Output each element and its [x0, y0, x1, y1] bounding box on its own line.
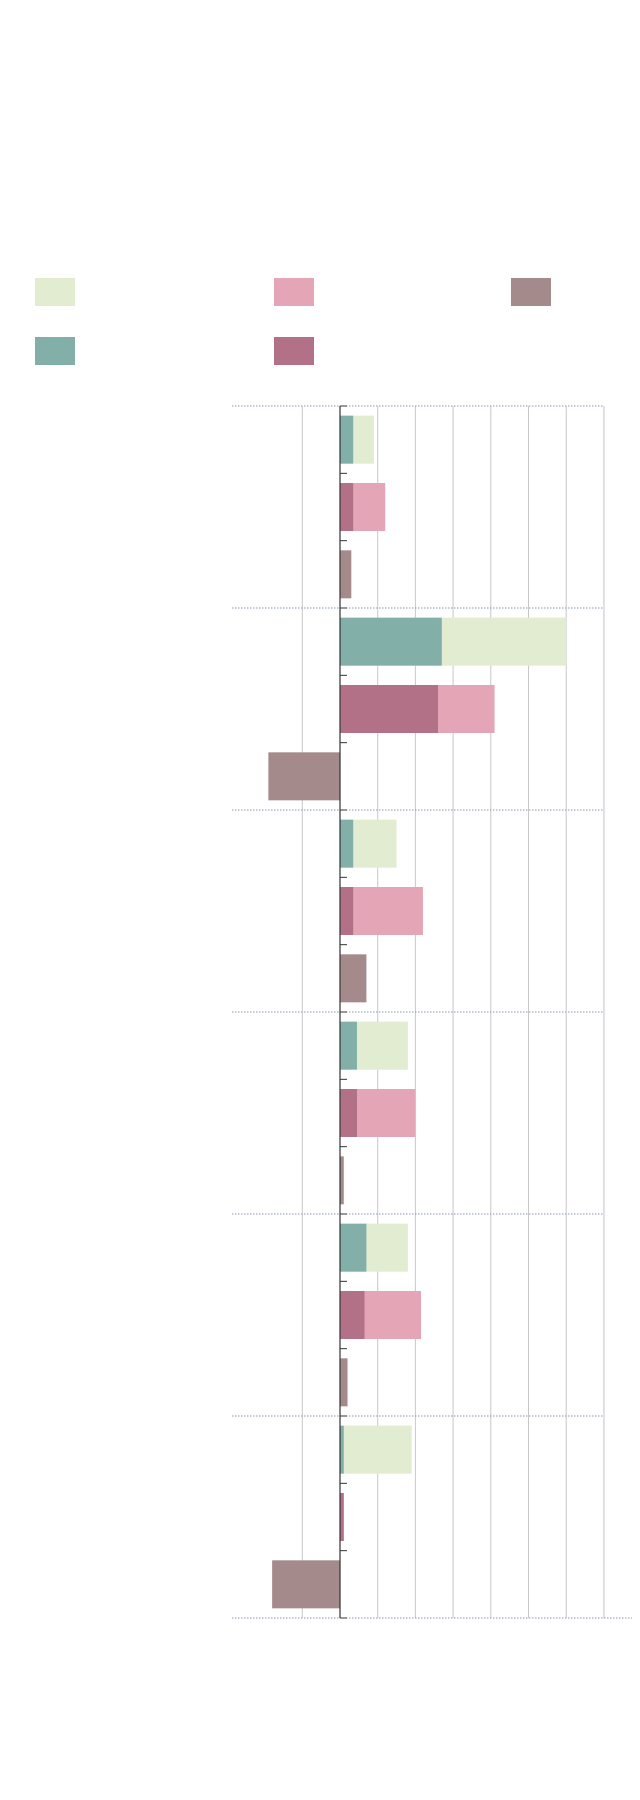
bar: [340, 1021, 357, 1070]
legend-swatch: [274, 278, 314, 306]
bar: [340, 1425, 412, 1474]
bar: [340, 685, 439, 733]
legend-swatch: [274, 337, 314, 365]
legend-swatch: [35, 337, 75, 365]
bar: [340, 483, 354, 531]
bar: [272, 1560, 340, 1609]
bar: [340, 954, 367, 1003]
bar: [340, 1089, 357, 1137]
legend: [0, 0, 640, 400]
bar: [340, 1291, 365, 1339]
legend-item: [274, 278, 474, 306]
legend-swatch: [511, 278, 551, 306]
bar: [340, 1493, 344, 1541]
bar: [340, 887, 354, 935]
bar: [340, 1358, 348, 1407]
bar: [340, 1425, 344, 1474]
bar: [340, 819, 354, 868]
legend-item: [511, 278, 640, 306]
legend-item: [274, 337, 474, 365]
bar: [340, 617, 442, 666]
bar: [340, 1156, 344, 1205]
bar: [340, 1223, 367, 1272]
legend-item: [35, 278, 235, 306]
bar: [340, 887, 423, 935]
legend-swatch: [35, 278, 75, 306]
legend-item: [35, 337, 235, 365]
bar: [340, 550, 352, 599]
bar: [268, 752, 340, 801]
bar: [340, 415, 354, 464]
